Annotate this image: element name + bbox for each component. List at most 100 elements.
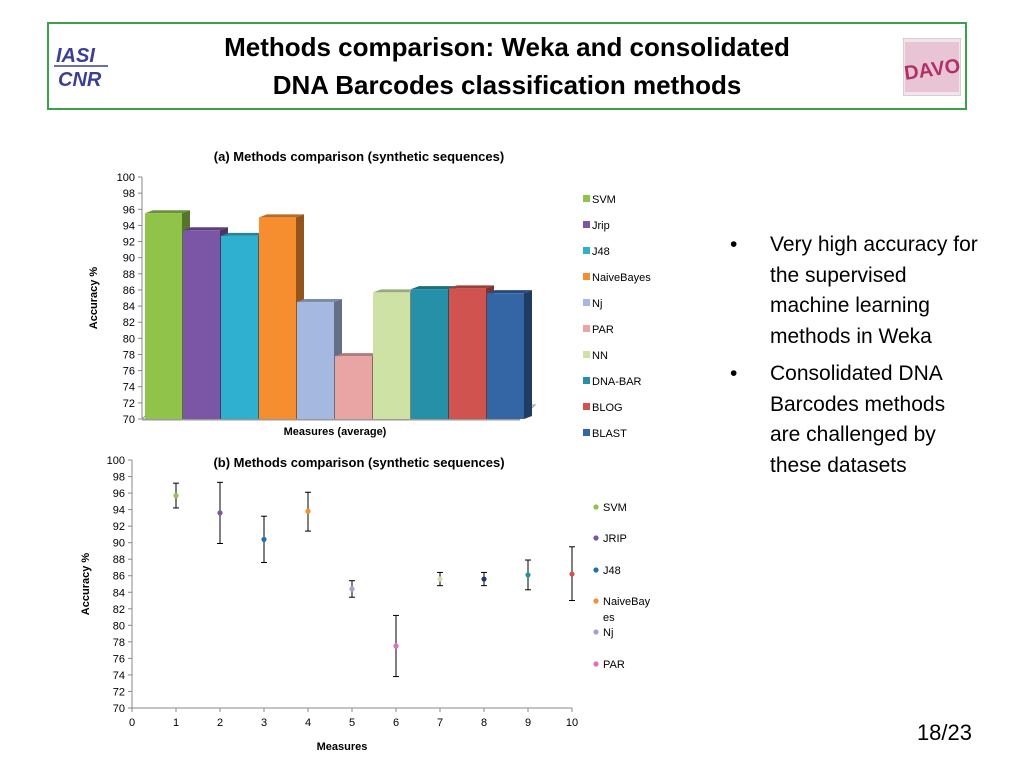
y-tick-label: 88 [123,269,135,281]
x-tick-label: 5 [349,717,355,729]
y-tick-label: 84 [113,587,125,599]
legend-label: NaiveBay [603,596,651,608]
bar-chart: (a) Methods comparison (synthetic sequen… [88,149,651,440]
y-tick-label: 96 [113,488,125,500]
data-point [437,576,443,582]
slide-title-line1: Methods comparison: Weka and consolidate… [224,32,790,62]
legend-label: J48 [592,246,610,258]
y-tick-label: 74 [123,382,135,394]
legend-label: Nj [592,298,602,310]
legend-label: PAR [603,659,625,671]
x-tick-label: 3 [261,717,267,729]
data-point [525,572,531,578]
x-tick-label: 9 [525,717,531,729]
davo-logo: DAVO [903,38,961,96]
slide-title-line2: DNA Barcodes classification methods [272,70,742,100]
bar-top [221,232,266,236]
title-frame: IASI CNR Methods comparison: Weka and co… [47,22,967,110]
bar-top [487,290,532,294]
legend-swatch [583,351,590,358]
legend-label: Jrip [592,220,610,232]
data-point [349,586,355,592]
data-point [217,510,223,516]
y-tick-label: 94 [113,505,125,517]
bullet-text: Very high accuracy for the supervised ma… [770,233,978,348]
y-tick-label: 82 [123,317,135,329]
legend-label: DNA-BAR [592,376,642,388]
legend-swatch [583,195,590,202]
chart-title: (a) Methods comparison (synthetic sequen… [214,149,504,164]
x-tick-label: 2 [217,717,223,729]
legend-swatch [583,299,590,306]
x-axis-label: Measures [317,741,368,753]
bar-svm [145,213,182,419]
bullet-item: • Very high accuracy for the supervised … [730,230,980,352]
legend-label-cont: es [603,612,615,624]
legend-marker [593,629,599,635]
legend-marker [593,598,599,604]
legend-label: J48 [603,565,621,577]
x-axis-label: Measures (average) [284,426,387,438]
y-tick-label: 100 [117,172,135,184]
x-tick-label: 0 [129,717,135,729]
bar-top [297,299,342,303]
legend-label: Nj [603,627,613,639]
legend-marker [593,567,599,573]
x-tick-label: 10 [566,717,578,729]
y-tick-label: 92 [113,521,125,533]
x-tick-label: 4 [305,717,311,729]
legend-label: SVM [603,502,627,514]
bar-top [183,227,228,231]
bar-top [335,353,380,357]
data-point [305,508,311,514]
bar-top [449,285,494,289]
bar-dna-bar [411,289,448,419]
y-tick-label: 80 [123,333,135,345]
y-tick-label: 74 [113,670,125,682]
y-tick-label: 94 [123,220,135,232]
bar-top [373,289,418,293]
bar-par [335,356,372,419]
y-tick-label: 90 [113,538,125,550]
y-tick-label: 80 [113,620,125,632]
legend-marker [593,504,599,510]
x-tick-label: 6 [393,717,399,729]
bar-j48 [221,235,258,419]
y-axis-label: Accuracy % [80,553,92,616]
legend-label: PAR [592,324,614,336]
bullet-text: Consolidated DNA Barcodes methods are ch… [770,362,946,477]
bar-blog [449,288,486,419]
x-tick-label: 8 [481,717,487,729]
bar-nn [373,292,410,419]
y-tick-label: 84 [123,301,135,313]
bar-top [259,214,304,218]
y-tick-label: 96 [123,204,135,216]
x-tick-label: 1 [173,717,179,729]
y-tick-label: 82 [113,604,125,616]
y-tick-label: 76 [113,653,125,665]
x-tick-label: 7 [437,717,443,729]
legend-swatch [583,325,590,332]
y-tick-label: 70 [123,414,135,426]
bullet-symbol: • [730,362,738,385]
svg-text:IASI: IASI [56,45,95,67]
bar-top [145,210,190,214]
legend-swatch [583,247,590,254]
data-point [173,492,179,499]
data-point [261,536,267,542]
chart-title: (b) Methods comparison (synthetic sequen… [213,455,504,470]
y-tick-label: 78 [113,637,125,649]
legend-label: SVM [592,194,616,206]
bar-naivebayes [259,217,296,419]
y-tick-label: 70 [113,703,125,715]
data-point [569,571,575,577]
iasi-cnr-logo: IASI CNR [54,40,108,92]
legend-marker [593,535,599,541]
data-point [481,576,487,582]
y-tick-label: 90 [123,253,135,265]
legend-swatch [583,273,590,280]
legend-label: BLAST [592,428,627,440]
bullet-list: • Very high accuracy for the supervised … [730,230,980,488]
legend-swatch [583,403,590,410]
y-tick-label: 92 [123,237,135,249]
